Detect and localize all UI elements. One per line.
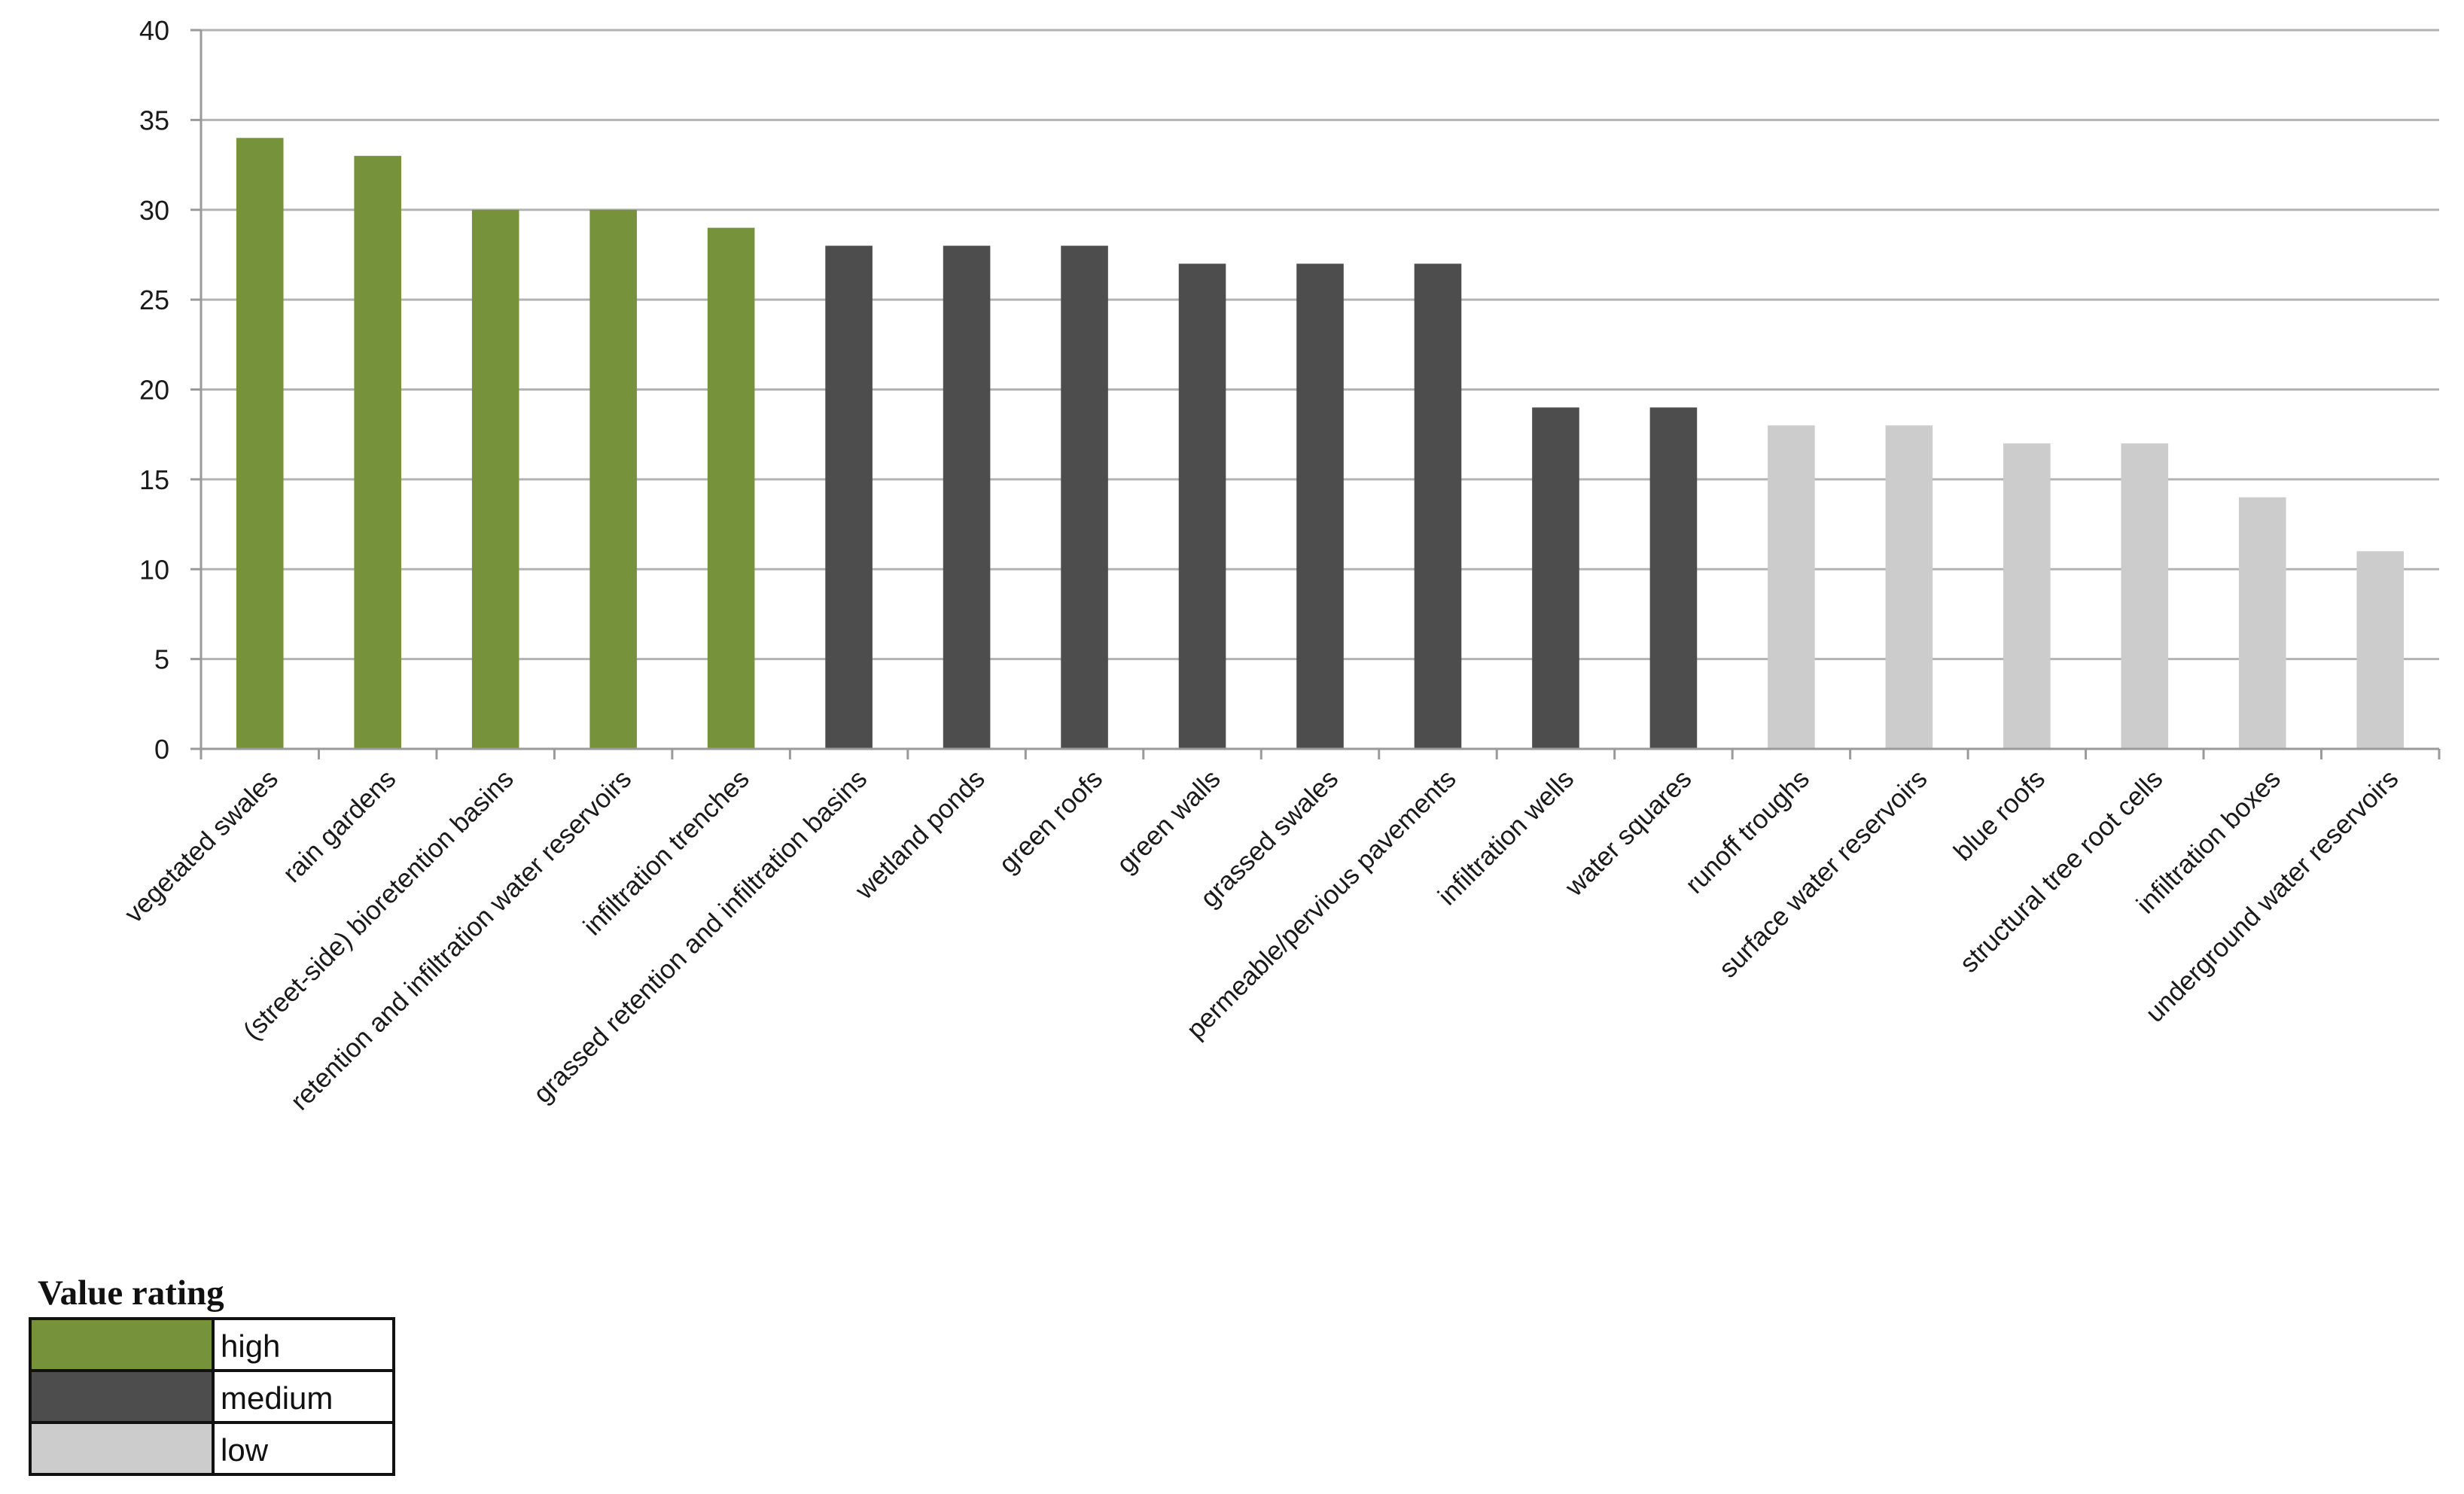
category-label: surface water reservoirs [1713,764,1933,984]
bar-high [589,209,637,749]
bar-high [471,209,519,749]
y-tick-label: 35 [139,105,169,135]
legend-label-high: high [221,1328,280,1364]
category-label: blue roofs [1948,764,2051,866]
y-tick-labels: 0 5 10 15 20 25 30 35 40 [139,15,169,765]
category-label: green walls [1111,764,1226,879]
category-label: rain gardens [277,764,401,888]
bar-low [2003,443,2051,749]
bar-medium [1414,263,1462,749]
category-label: vegetated swales [119,764,284,929]
bar-medium [1532,407,1579,749]
bar-medium [943,245,991,749]
bar-medium [1061,245,1108,749]
category-label: water squares [1559,764,1698,902]
legend-label-low: low [221,1432,269,1468]
legend-swatch-high [29,1317,215,1372]
bar-low [2356,551,2405,749]
legend-label-medium: medium [221,1380,333,1416]
y-tick-label: 25 [139,284,169,315]
y-tick-label: 10 [139,554,169,585]
legend-swatch-medium [29,1369,215,1424]
bar-high [236,138,284,749]
bars [236,138,2405,749]
category-label: structural tree root cells [1954,764,2169,978]
y-tick-label: 40 [139,15,169,46]
y-tick-label: 30 [139,195,169,226]
y-tick-label: 0 [154,734,169,765]
bar-low [1768,425,1815,749]
bar-medium [1649,407,1698,749]
bar-medium [825,245,873,749]
category-label: underground water reservoirs [2140,764,2405,1028]
y-tick-label: 15 [139,464,169,495]
legend-cell [212,1421,395,1476]
bar-low [2121,443,2169,749]
y-tick-label: 5 [154,644,169,675]
legend-title: Value rating [38,1273,224,1313]
bar-high [707,227,755,749]
bar-low [2238,497,2286,749]
legend: Value rating high medium low [29,1273,395,1476]
bar-low [1885,425,1933,749]
legend-swatch-low [29,1421,215,1476]
category-label: green roofs [993,764,1108,879]
bar-medium [1178,263,1226,749]
bar-high [354,156,402,749]
category-label: runoff troughs [1680,764,1815,899]
y-tick-label: 20 [139,375,169,406]
axes [190,29,2441,759]
bar-medium [1296,263,1344,749]
